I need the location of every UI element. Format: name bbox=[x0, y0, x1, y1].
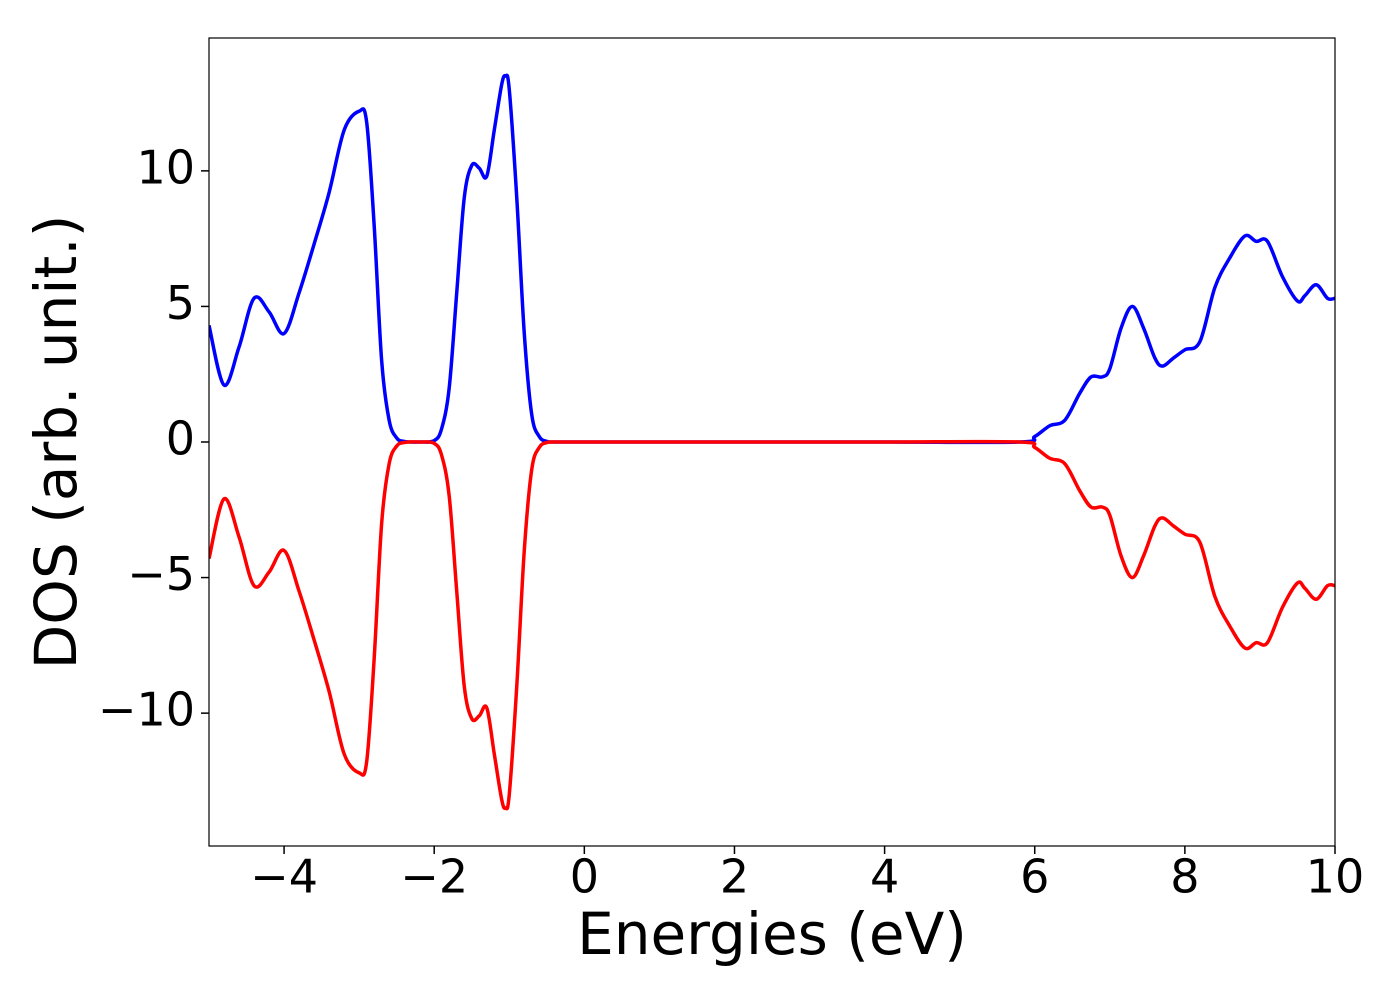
y-tick-label: −5 bbox=[127, 547, 195, 601]
x-tick-label: 8 bbox=[1170, 850, 1199, 904]
plot-frame bbox=[208, 37, 1336, 847]
x-tick-label: −2 bbox=[400, 850, 468, 904]
y-tick-label: 10 bbox=[136, 140, 195, 194]
series-line bbox=[209, 73, 1335, 445]
x-tick-label: 10 bbox=[1306, 850, 1365, 904]
y-tick-label: −10 bbox=[98, 683, 195, 737]
y-tick-label: 5 bbox=[166, 276, 195, 330]
y-tick-label: 0 bbox=[166, 412, 195, 466]
x-tick-label: 0 bbox=[570, 850, 599, 904]
x-tick-label: 2 bbox=[720, 850, 749, 904]
series-line bbox=[209, 439, 1335, 811]
x-axis-label: Energies (eV) bbox=[577, 900, 967, 968]
x-tick-label: 6 bbox=[1020, 850, 1049, 904]
x-tick-label: 4 bbox=[870, 850, 899, 904]
y-axis-label: DOS (arb. unit.) bbox=[22, 215, 90, 670]
x-tick-label: −4 bbox=[250, 850, 318, 904]
